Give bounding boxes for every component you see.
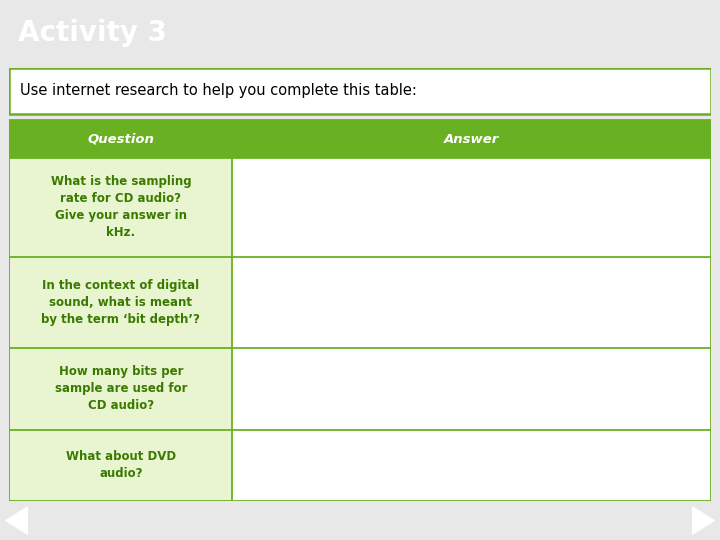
Text: What is the sampling
rate for CD audio?
Give your answer in
kHz.: What is the sampling rate for CD audio? … [50, 176, 192, 239]
Text: Activity 3: Activity 3 [18, 19, 167, 47]
Bar [233, 429, 711, 501]
Polygon shape [6, 507, 27, 534]
Bar [233, 348, 711, 429]
Bar [9, 158, 233, 257]
Bar [233, 257, 711, 348]
Text: What about DVD
audio?: What about DVD audio? [66, 450, 176, 481]
Polygon shape [693, 507, 714, 534]
Text: How many bits per
sample are used for
CD audio?: How many bits per sample are used for CD… [55, 366, 187, 413]
Bar [9, 68, 711, 113]
Bar [9, 120, 711, 158]
Bar [9, 348, 233, 429]
Text: In the context of digital
sound, what is meant
by the term ‘bit depth’?: In the context of digital sound, what is… [42, 279, 200, 326]
Bar [233, 158, 711, 257]
Text: Use internet research to help you complete this table:: Use internet research to help you comple… [20, 83, 417, 98]
Text: Answer: Answer [444, 132, 499, 146]
Bar [9, 257, 233, 348]
Text: Question: Question [87, 132, 154, 146]
Bar [9, 429, 233, 501]
